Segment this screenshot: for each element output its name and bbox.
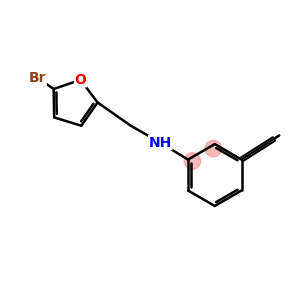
Text: Br: Br [29,71,46,85]
Circle shape [205,140,221,157]
Circle shape [184,153,201,169]
Text: NH: NH [149,136,172,150]
Text: O: O [75,73,86,87]
